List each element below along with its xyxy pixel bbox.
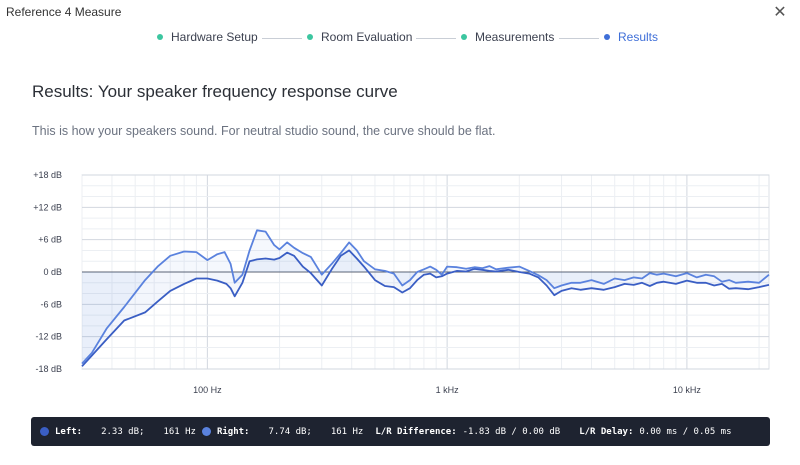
y-tick-label: 0 dB <box>43 267 62 277</box>
x-tick-label: 1 kHz <box>436 385 460 395</box>
y-tick-label: -18 dB <box>35 364 62 374</box>
close-icon[interactable]: ✕ <box>773 4 787 21</box>
step-active-indicator-icon <box>604 34 610 40</box>
left-hz-value: 161 Hz <box>163 426 196 437</box>
step-label: Room Evaluation <box>321 30 413 44</box>
series-line-left <box>81 249 770 367</box>
step-hardware-setup[interactable]: Hardware Setup <box>157 30 258 44</box>
lr-difference-value: -1.83 dB / 0.00 dB <box>462 426 561 437</box>
left-label: Left: <box>55 426 83 437</box>
y-tick-label: +6 dB <box>38 235 62 245</box>
series-area-left <box>82 250 769 367</box>
left-channel-dot-icon <box>40 427 49 436</box>
right-hz-value: 161 Hz <box>330 426 364 437</box>
lr-delay-readout: L/R Delay: 0.00 ms / 0.05 ms <box>579 427 731 437</box>
step-done-indicator-icon <box>307 34 313 40</box>
measurement-readout-bar: Left: 2.33 dB; 161 Hz Right: 7.74 dB; 16… <box>31 417 770 446</box>
window-title: Reference 4 Measure <box>6 5 122 19</box>
lr-delay-value: 0.00 ms / 0.05 ms <box>639 426 732 437</box>
frequency-response-svg[interactable]: +18 dB +12 dB +6 dB 0 dB -6 dB -12 dB -18 dB 10… <box>0 160 800 405</box>
frequency-response-chart[interactable]: +18 dB +12 dB +6 dB 0 dB -6 dB -12 dB -18 dB 10… <box>0 160 800 405</box>
left-db-value: 2.33 dB; <box>101 426 145 437</box>
y-tick-label: +12 dB <box>33 202 62 212</box>
y-tick-label: -6 dB <box>40 299 62 309</box>
step-label: Measurements <box>475 30 555 44</box>
title-bar: Reference 4 Measure ✕ <box>0 0 800 24</box>
lr-delay-label: L/R Delay: <box>579 426 634 437</box>
x-tick-label: 10 kHz <box>673 385 702 395</box>
step-results[interactable]: Results <box>604 30 658 44</box>
step-label: Results <box>618 30 659 44</box>
step-label: Hardware Setup <box>171 30 258 44</box>
step-connector <box>262 38 302 39</box>
left-readout: Left: 2.33 dB; 161 Hz <box>40 427 196 437</box>
y-tick-label: -12 dB <box>35 332 62 342</box>
lr-difference-label: L/R Difference: <box>375 426 457 437</box>
step-measurements[interactable]: Measurements <box>461 30 554 44</box>
right-readout: Right: 7.74 dB; 161 Hz <box>201 426 364 437</box>
progress-stepper: Hardware Setup Room Evaluation Measureme… <box>0 30 800 46</box>
series-area-right <box>82 230 769 364</box>
step-connector <box>416 38 456 39</box>
y-tick-label: +18 dB <box>33 170 62 180</box>
right-label: Right: <box>216 426 250 437</box>
step-done-indicator-icon <box>157 34 163 40</box>
step-room-evaluation[interactable]: Room Evaluation <box>307 30 412 44</box>
page-title: Results: Your speaker frequency response… <box>32 82 398 101</box>
page-description: This is how your speakers sound. For neu… <box>32 124 496 138</box>
right-db-value: 7.74 dB; <box>268 426 312 437</box>
right-channel-dot-icon <box>201 427 211 436</box>
series-line-right <box>81 229 770 365</box>
step-done-indicator-icon <box>461 34 467 40</box>
x-tick-label: 100 Hz <box>193 385 222 395</box>
lr-difference-readout: L/R Difference: -1.83 dB / 0.00 dB <box>375 427 560 437</box>
step-connector <box>559 38 599 39</box>
